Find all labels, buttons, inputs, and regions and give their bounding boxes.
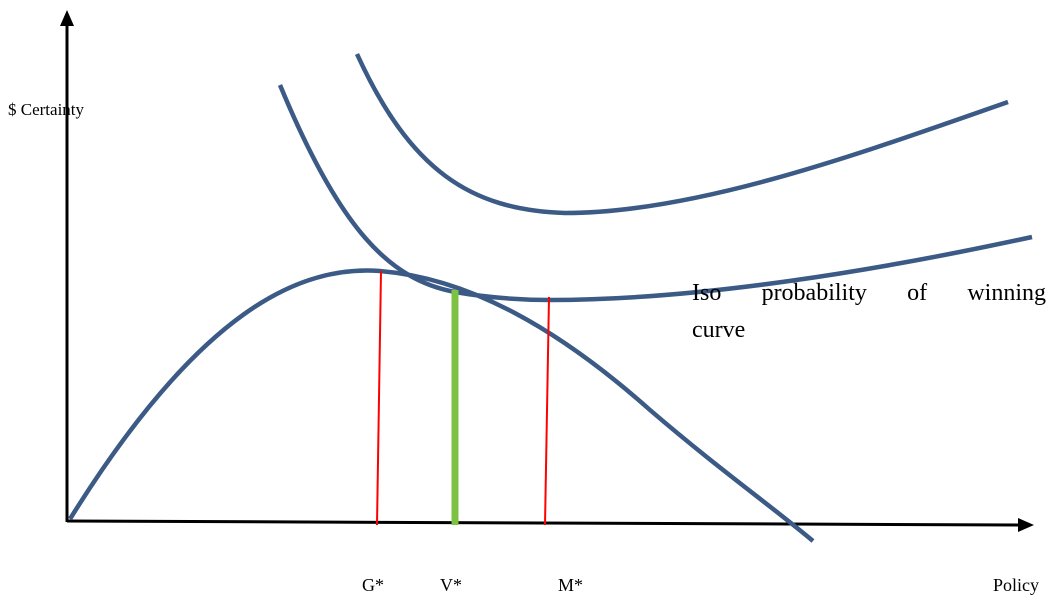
annotation-line-2: curve [692,317,746,343]
x-axis-label: Policy [993,575,1040,595]
v-star-label: V* [440,575,462,595]
y-axis-label: $ Certainty [8,100,85,119]
annotation-line-1: Iso probability of winning [692,275,1046,312]
g-star-label: G* [362,575,384,595]
iso-probability-annotation: Iso probability of winning curve [692,275,1046,349]
annotation-word: probability [761,280,867,306]
iso-curve-lower [277,84,1033,303]
annotation-word: Iso [692,280,722,306]
y-axis-arrowhead [60,10,74,26]
x-axis-arrowhead [1018,518,1034,532]
g-star-line [376,270,382,526]
m-star-label: M* [558,575,584,595]
iso-curve-upper [354,53,1009,216]
annotation-word: winning [967,280,1046,306]
annotation-word: of [907,280,928,306]
m-star-line [544,296,550,526]
